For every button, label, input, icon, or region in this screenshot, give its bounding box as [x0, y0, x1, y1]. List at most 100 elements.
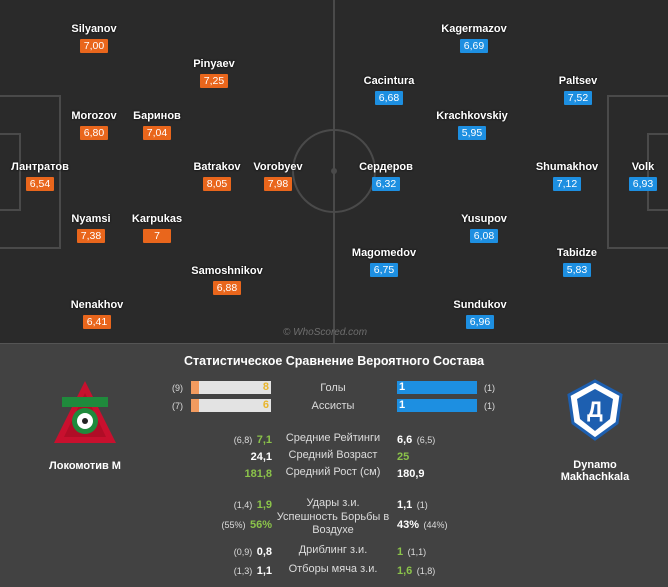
home-bar: 8: [191, 381, 271, 394]
away-player[interactable]: Krachkovskiy 5,95: [427, 109, 517, 141]
stat-row: 181,8 Средний Рост (см) 180,9: [0, 464, 668, 480]
player-name: Sundukov: [453, 299, 507, 311]
player-rating-badge: 6,68: [375, 91, 403, 105]
bar-row: (7) 6 Ассисты 1 (1): [0, 398, 668, 414]
player-rating-badge: 6,96: [466, 315, 494, 329]
home-player[interactable]: Samoshnikov 6,88: [182, 264, 272, 296]
away-team-name: Dynamo Makhachkala: [560, 459, 630, 483]
player-rating-badge: 7,38: [77, 229, 105, 243]
home-prev-value: (1,3): [233, 566, 253, 576]
home-team[interactable]: Локомотив М: [30, 379, 140, 472]
home-bar: 6: [191, 399, 271, 412]
player-rating-badge: 6,69: [460, 39, 488, 53]
stat-row: (0,9) 0,8 Дриблинг з.и. 1 (1,1): [0, 542, 668, 558]
home-prev-value: (9): [172, 383, 183, 393]
player-rating-badge: 7,25: [200, 74, 228, 88]
away-value: 1,1: [397, 499, 413, 511]
player-name: Tabidze: [556, 247, 598, 259]
away-prev-value: (44%): [423, 520, 448, 530]
player-rating-badge: 8,05: [203, 177, 231, 191]
comparison-title: Статистическое Сравнение Вероятного Сост…: [183, 354, 485, 368]
stat-row: (6,8) 7,1 Средние Рейтинги 6,6 (6,5): [0, 430, 668, 446]
away-value: 1: [397, 546, 404, 558]
player-rating-badge: 7: [143, 229, 171, 243]
away-prev-value: (1): [484, 401, 495, 411]
home-player[interactable]: Nenakhov 6,41: [52, 298, 142, 330]
player-name: Magomedov: [351, 247, 417, 259]
player-name: Samoshnikov: [191, 265, 263, 277]
home-bar-value: 8: [262, 381, 269, 393]
home-player[interactable]: Баринов 7,04: [112, 109, 202, 141]
player-rating-badge: 6,75: [370, 263, 398, 277]
player-rating-badge: 6,08: [470, 229, 498, 243]
home-stat: (0,9) 0,8: [234, 542, 272, 560]
home-value: 0,8: [256, 546, 272, 558]
away-player[interactable]: Yusupov 6,08: [439, 212, 529, 244]
home-player[interactable]: Pinyaev 7,25: [169, 57, 259, 89]
player-rating-badge: 6,54: [26, 177, 54, 191]
stat-row: (1,3) 1,1 Отборы мяча з.и. 1,6 (1,8): [0, 561, 668, 577]
home-player[interactable]: Batrakov 8,05: [172, 160, 262, 192]
home-value: 24,1: [250, 451, 272, 463]
away-team[interactable]: Д Dynamo Makhachkala: [540, 379, 650, 483]
comparison-panel: Статистическое Сравнение Вероятного Сост…: [0, 343, 668, 587]
home-value: 181,8: [244, 468, 272, 480]
away-value: 25: [397, 451, 410, 463]
player-name: Volk: [631, 161, 655, 173]
home-player[interactable]: Silyanov 7,00: [49, 22, 139, 54]
player-name: Сердеров: [359, 161, 413, 173]
home-stat: 181,8: [244, 464, 272, 482]
player-name: Morozov: [71, 110, 117, 122]
home-player[interactable]: Morozov 6,80: [49, 109, 139, 141]
home-player[interactable]: Vorobyev 7,98: [233, 160, 323, 192]
home-value: 1,9: [256, 499, 272, 511]
home-prev-value: (0,9): [233, 547, 253, 557]
home-player[interactable]: Лантратов 6,54: [0, 160, 85, 192]
home-value: 1,1: [256, 565, 272, 577]
stat-label: Дриблинг з.и.: [298, 544, 368, 556]
player-rating-badge: 6,32: [372, 177, 400, 191]
player-name: Лантратов: [11, 161, 69, 173]
player-name: Баринов: [133, 110, 181, 122]
player-rating-badge: 7,98: [264, 177, 292, 191]
stat-label: Удары з.и.: [306, 497, 360, 509]
away-player[interactable]: Sundukov 6,96: [435, 298, 525, 330]
player-rating-badge: 6,80: [80, 126, 108, 140]
stat-label: Голы: [320, 382, 346, 394]
away-player[interactable]: Tabidze 5,83: [532, 246, 622, 278]
away-stat: 25: [397, 447, 409, 465]
home-team-name: Локомотив М: [49, 460, 121, 472]
away-player[interactable]: Volk 6,93: [598, 160, 668, 192]
home-stat: (55%) 56%: [222, 515, 273, 533]
player-rating-badge: 7,04: [143, 126, 171, 140]
stat-label: Успешность Борьбы в Воздухе: [276, 511, 390, 536]
away-value: 180,9: [397, 468, 425, 480]
player-rating-badge: 7,12: [553, 177, 581, 191]
away-player[interactable]: Cacintura 6,68: [344, 74, 434, 106]
player-name: Vorobyev: [253, 161, 303, 173]
bar-row: (9) 8 Голы 1 (1): [0, 380, 668, 396]
lineup-pitch: Silyanov 7,00 Pinyaev 7,25 Morozov 6,80 Барино…: [0, 0, 668, 343]
stat-label: Средние Рейтинги: [285, 432, 381, 444]
home-player[interactable]: Nyamsi 7,38: [46, 212, 136, 244]
away-player[interactable]: Magomedov 6,75: [339, 246, 429, 278]
pitch-markings: [0, 0, 668, 343]
away-prev-value: (1,8): [416, 566, 436, 576]
stat-row: (55%) 56% Успешность Борьбы в Воздухе 43% …: [0, 511, 668, 536]
away-player[interactable]: Сердеров 6,32: [341, 160, 431, 192]
home-value: 7,1: [256, 434, 272, 446]
home-stat: (1,4) 1,9: [234, 495, 272, 513]
stat-row: 24,1 Средний Возраст 25: [0, 447, 668, 463]
away-player[interactable]: Kagermazov 6,69: [429, 22, 519, 54]
home-player[interactable]: Karpukas 7: [112, 212, 202, 244]
away-player[interactable]: Shumakhov 7,12: [522, 160, 612, 192]
away-player[interactable]: Paltsev 7,52: [533, 74, 623, 106]
player-name: Nenakhov: [70, 299, 124, 311]
player-name: Kagermazov: [441, 23, 507, 35]
away-prev-value: (1,1): [407, 547, 427, 557]
player-name: Pinyaev: [193, 58, 235, 70]
watermark: © WhoScored.com: [283, 327, 368, 338]
away-stat: 1,1 (1): [397, 495, 428, 513]
away-bar-value: 1: [399, 399, 406, 411]
player-name: Paltsev: [558, 75, 598, 87]
